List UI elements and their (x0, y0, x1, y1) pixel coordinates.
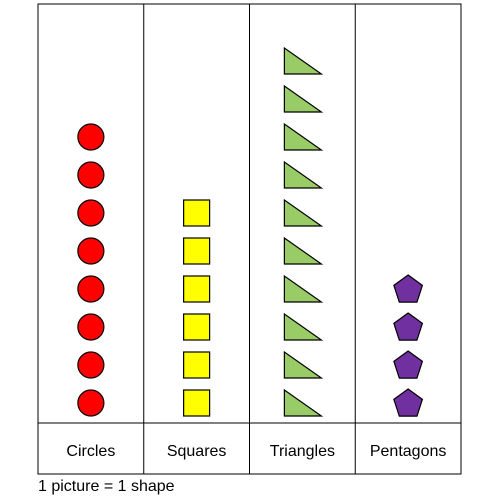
triangles-icon (283, 46, 324, 75)
triangles-icon (283, 198, 324, 227)
category-label-squares: Squares (167, 443, 227, 460)
pentagons-icon (393, 274, 424, 303)
circles-icon (77, 351, 105, 379)
triangles-icon (283, 350, 324, 379)
pentagons-icon (393, 388, 424, 417)
squares-icon (183, 199, 211, 227)
category-label-circles: Circles (66, 443, 115, 460)
triangles-icon (283, 312, 324, 341)
circles-icon (77, 389, 105, 417)
pentagons-icon (393, 350, 424, 379)
triangles-icon (283, 388, 324, 417)
circles-icon (77, 199, 105, 227)
circles-icon (77, 237, 105, 265)
chart-key: 1 picture = 1 shape (38, 478, 175, 495)
squares-icon (183, 237, 211, 265)
circles-icon (77, 123, 105, 151)
squares-icon (183, 389, 211, 417)
triangles-icon (283, 236, 324, 265)
triangles-icon (283, 274, 324, 303)
pentagons-icon (393, 312, 424, 341)
squares-icon (183, 351, 211, 379)
category-label-pentagons: Pentagons (370, 443, 447, 460)
triangles-icon (283, 122, 324, 151)
category-label-triangles: Triangles (270, 443, 335, 460)
circles-icon (77, 313, 105, 341)
triangles-icon (283, 84, 324, 113)
circles-icon (77, 161, 105, 189)
squares-icon (183, 275, 211, 303)
circles-icon (77, 275, 105, 303)
triangles-icon (283, 160, 324, 189)
squares-icon (183, 313, 211, 341)
